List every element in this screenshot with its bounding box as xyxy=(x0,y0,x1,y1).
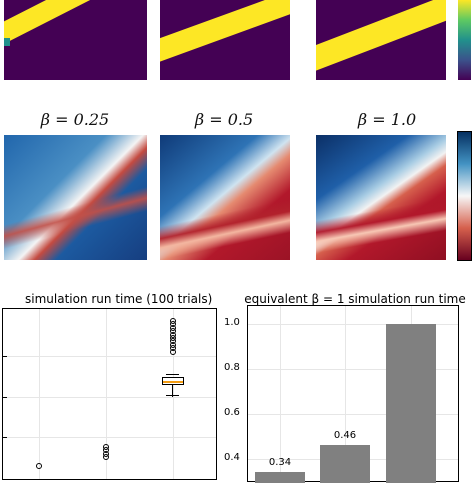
grid-line xyxy=(280,306,281,481)
heatmap-title-2: β = 0.5 xyxy=(194,110,254,129)
grid-line xyxy=(173,309,174,479)
outlier-point xyxy=(36,462,42,469)
boxplot-axes xyxy=(2,308,217,480)
band-edge xyxy=(4,38,10,46)
y-tick xyxy=(3,356,7,357)
band-heatmap-3 xyxy=(316,0,446,80)
box-whisker-cap xyxy=(166,374,179,375)
rdbu-heatmap-2 xyxy=(160,135,290,260)
outlier-point xyxy=(103,443,109,450)
bar xyxy=(386,323,436,483)
y-tick xyxy=(3,397,7,398)
grid-line xyxy=(3,397,216,398)
boxplot-title: simulation run time (100 trials) xyxy=(25,292,213,306)
band-heatmap-1 xyxy=(4,0,147,80)
rdbu-heatmap-3 xyxy=(316,135,446,260)
barchart-title: equivalent β = 1 simulation run time xyxy=(240,292,470,306)
band-stripe xyxy=(316,0,446,80)
box-whisker-cap xyxy=(166,395,179,396)
heatmap-title-3: β = 1.0 xyxy=(357,110,417,129)
grid-line xyxy=(3,437,216,438)
outlier-point xyxy=(170,318,176,324)
grid-line xyxy=(248,323,458,325)
bar xyxy=(320,445,370,483)
band-heatmap-2 xyxy=(160,0,290,80)
barchart-title-text: equivalent β = 1 simulation run time xyxy=(244,292,466,306)
grid-line xyxy=(106,309,107,479)
y-tick-label: 0.4 xyxy=(224,451,240,463)
box-median xyxy=(163,381,183,383)
grid-line xyxy=(248,368,458,370)
heatmap-title-1: β = 0.25 xyxy=(40,110,110,129)
bar-value-label: 0.34 xyxy=(268,457,292,469)
band-stripe xyxy=(160,0,290,80)
bar-value-label: 0.46 xyxy=(333,430,357,442)
grid-line xyxy=(248,413,458,415)
box-whisker xyxy=(172,381,173,397)
y-tick-label: 1.0 xyxy=(224,316,240,328)
grid-line xyxy=(345,306,346,481)
band-stripe xyxy=(4,0,147,70)
y-tick-label: 0.8 xyxy=(224,361,240,373)
rdbu-colorbar xyxy=(457,131,472,261)
y-tick xyxy=(3,437,7,438)
barchart-axes: 0.34 0.46 xyxy=(247,305,459,483)
viridis-colorbar xyxy=(458,0,471,80)
grid-line xyxy=(3,356,216,357)
y-tick-label: 0.6 xyxy=(224,406,240,418)
grid-line xyxy=(39,309,40,479)
rdbu-heatmap-1 xyxy=(4,135,147,260)
